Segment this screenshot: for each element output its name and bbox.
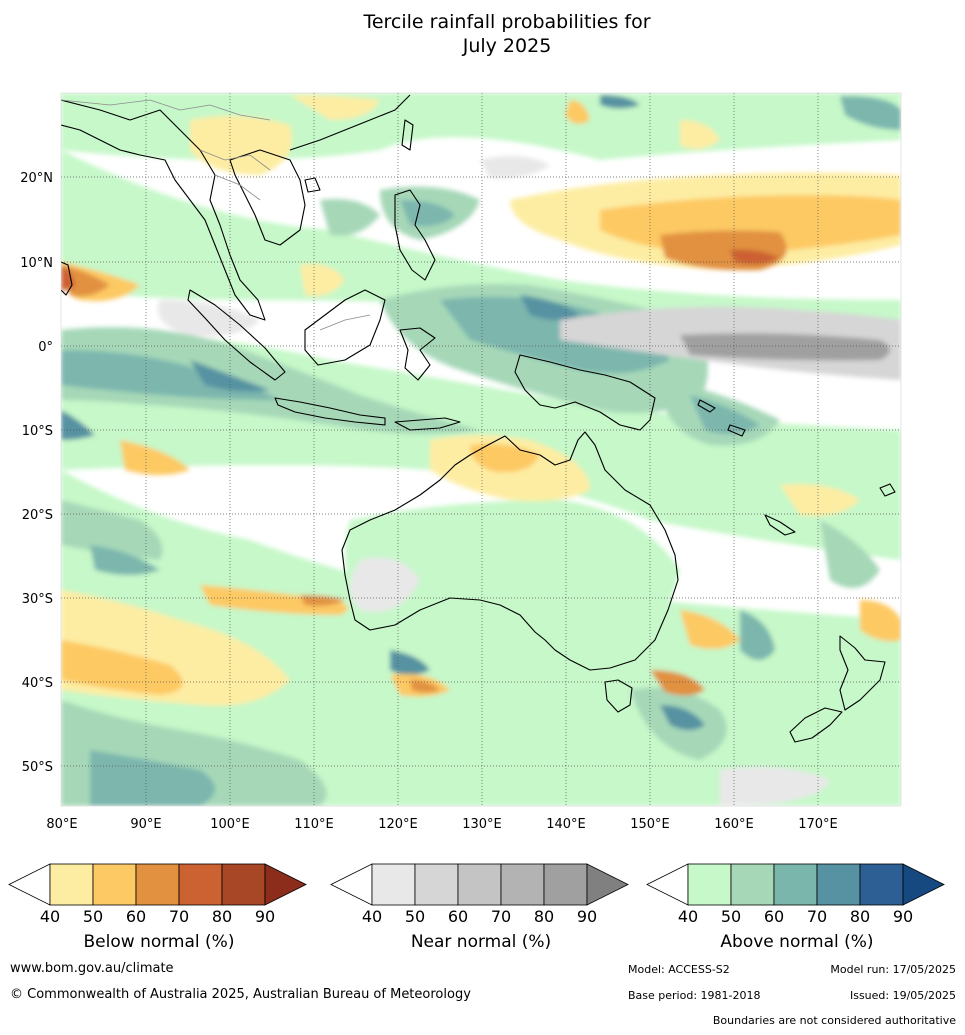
colorbar-tick-label: 90 xyxy=(255,907,275,926)
longitude-labels: 80°E 90°E 100°E 110°E 120°E 130°E 140°E … xyxy=(46,817,837,832)
colorbar-tick-label: 80 xyxy=(850,907,870,926)
colorbar-extend-low xyxy=(8,863,51,906)
colorbar-segment xyxy=(92,863,137,906)
model-run-text: Model run: 17/05/2025 xyxy=(830,963,956,976)
lat-label-20n: 20°N xyxy=(20,171,53,186)
colorbar-above-normal: 40 50 60 70 80 90 xyxy=(646,863,945,926)
colorbar-tick-label: 80 xyxy=(534,907,554,926)
colorbar-tick-label: 70 xyxy=(491,907,511,926)
colorbar-segment xyxy=(730,863,775,906)
colorbar-segment xyxy=(371,863,416,906)
model-text: Model: ACCESS-S2 xyxy=(628,963,730,976)
colorbar-extend-high xyxy=(264,863,307,906)
rainfall-map: 20°N 10°N 0° 10°S 20°S 30°S 40°S 50°S 80… xyxy=(20,92,902,832)
colorbar-segment xyxy=(816,863,861,906)
colorbar-segment xyxy=(457,863,502,906)
lon-label-160e: 160°E xyxy=(714,817,754,832)
colorbar-segment xyxy=(414,863,459,906)
gridlines xyxy=(61,93,901,806)
lon-label-90e: 90°E xyxy=(130,817,161,832)
lon-label-120e: 120°E xyxy=(378,817,418,832)
colorbar-segment xyxy=(221,863,266,906)
lat-label-40s: 40°S xyxy=(22,676,53,691)
lat-label-50s: 50°S xyxy=(22,760,53,775)
map-title: Tercile rainfall probabilities for July … xyxy=(0,10,965,58)
map-frame xyxy=(60,92,902,807)
latitude-labels: 20°N 10°N 0° 10°S 20°S 30°S 40°S 50°S xyxy=(20,171,53,775)
colorbar-extend-high xyxy=(902,863,945,906)
copyright-text: © Commonwealth of Australia 2025, Austra… xyxy=(10,987,471,1002)
colorbar-label-near-normal: Near normal (%) xyxy=(410,932,552,952)
colorbar-segment xyxy=(49,863,94,906)
colorbar-label-above-normal: Above normal (%) xyxy=(720,932,874,952)
colorbar-label-below-normal: Below normal (%) xyxy=(83,932,235,952)
lon-label-80e: 80°E xyxy=(46,817,77,832)
colorbar-segment xyxy=(859,863,904,906)
colorbar-tick-label: 90 xyxy=(893,907,913,926)
colorbar-segment xyxy=(543,863,588,906)
lat-label-30s: 30°S xyxy=(22,592,53,607)
colorbar-tick-label: 40 xyxy=(40,907,60,926)
colorbar-tick-label: 50 xyxy=(721,907,741,926)
colorbar-tick-label: 70 xyxy=(807,907,827,926)
colorbar-near-normal: 40 50 60 70 80 90 xyxy=(330,863,629,926)
colorbar-segment xyxy=(500,863,545,906)
colorbar-tick-label: 50 xyxy=(405,907,425,926)
colorbar-tick-label: 50 xyxy=(83,907,103,926)
lon-label-110e: 110°E xyxy=(294,817,334,832)
lat-label-10s: 10°S xyxy=(22,424,53,439)
colorbar-tick-label: 80 xyxy=(212,907,232,926)
colorbar-tick-label: 60 xyxy=(448,907,468,926)
country-borders xyxy=(61,99,371,331)
colorbar-below-normal: 40 50 60 70 80 90 xyxy=(8,863,307,926)
lat-label-20s: 20°S xyxy=(22,508,53,523)
title-line-1: Tercile rainfall probabilities for xyxy=(363,11,651,33)
colorbar-tick-label: 60 xyxy=(764,907,784,926)
title-line-2: July 2025 xyxy=(462,35,552,57)
coastlines xyxy=(61,94,896,743)
base-period-text: Base period: 1981-2018 xyxy=(628,989,761,1002)
lon-label-100e: 100°E xyxy=(210,817,250,832)
lon-label-170e: 170°E xyxy=(798,817,838,832)
colorbar-tick-label: 70 xyxy=(169,907,189,926)
lon-label-150e: 150°E xyxy=(630,817,670,832)
issued-text: Issued: 19/05/2025 xyxy=(849,989,956,1002)
lat-label-0: 0° xyxy=(38,340,53,355)
lon-label-140e: 140°E xyxy=(546,817,586,832)
colorbar-tick-label: 90 xyxy=(577,907,597,926)
colorbar-extend-low xyxy=(330,863,373,906)
colorbar-tick-label: 40 xyxy=(362,907,382,926)
colorbar-segment xyxy=(773,863,818,906)
website-text: www.bom.gov.au/climate xyxy=(10,961,174,976)
lat-label-10n: 10°N xyxy=(20,256,53,271)
probability-field xyxy=(61,93,901,806)
colorbar-extend-low xyxy=(646,863,689,906)
colorbar-segment xyxy=(178,863,223,906)
colorbar-segment xyxy=(687,863,732,906)
colorbar-segment xyxy=(135,863,180,906)
colorbar-tick-label: 60 xyxy=(126,907,146,926)
lon-label-130e: 130°E xyxy=(462,817,502,832)
colorbar-tick-label: 40 xyxy=(678,907,698,926)
disclaimer-text: Boundaries are not considered authoritat… xyxy=(712,1014,956,1027)
colorbar-extend-high xyxy=(586,863,629,906)
